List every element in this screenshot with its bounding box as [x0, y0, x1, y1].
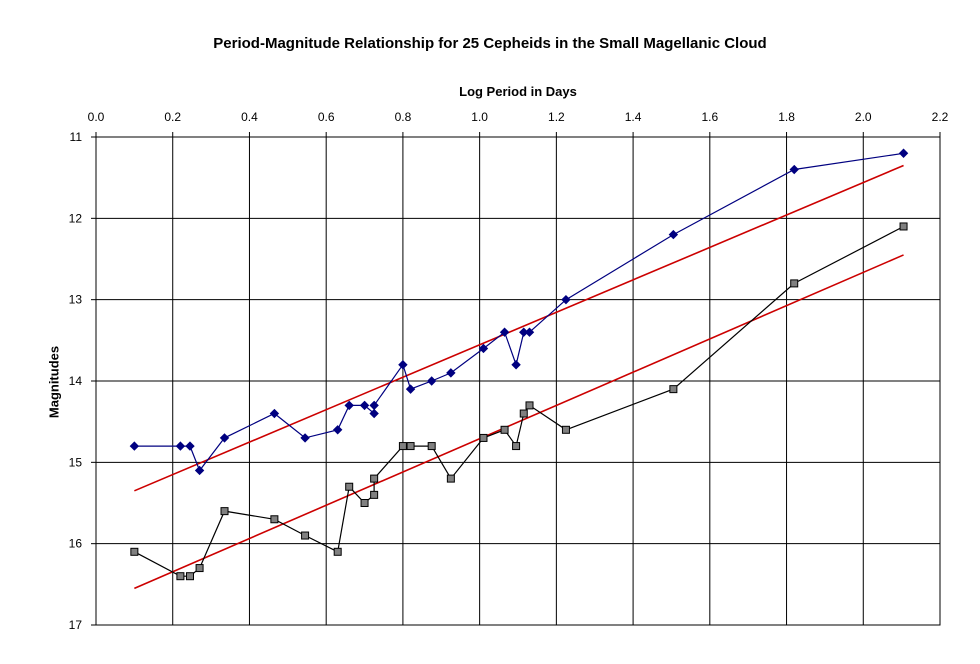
x-tick-label: 1.4: [625, 110, 642, 124]
x-tick-label: 0.8: [395, 110, 412, 124]
data-point-diamond: [898, 148, 909, 158]
trendlines: [134, 164, 904, 590]
data-point-diamond: [511, 360, 521, 370]
data-point-diamond: [194, 465, 205, 476]
x-tick-label: 1.2: [548, 110, 565, 124]
y-tick-label: 15: [69, 455, 83, 469]
data-point-square: [512, 442, 521, 451]
trendline: [134, 254, 904, 590]
y-tick-label: 12: [69, 211, 83, 225]
data-point-square: [333, 547, 342, 556]
data-point-diamond: [398, 360, 408, 370]
x-tick-label: 0.6: [318, 110, 335, 124]
data-point-diamond: [175, 441, 186, 451]
data-point-square: [130, 547, 139, 556]
data-point-square: [406, 442, 415, 451]
data-point-diamond: [561, 294, 571, 305]
data-point-square: [427, 442, 436, 451]
data-point-square: [185, 572, 194, 581]
data-point-diamond: [185, 441, 195, 451]
data-point-diamond: [478, 343, 489, 354]
data-point-square: [519, 409, 528, 418]
data-point-diamond: [499, 327, 510, 337]
x-tick-label: 1.8: [778, 110, 795, 124]
data-point-square: [301, 531, 310, 540]
data-point-diamond: [446, 368, 456, 378]
data-point-square: [370, 474, 379, 483]
data-point-diamond: [344, 400, 354, 411]
data-point-square: [345, 482, 354, 491]
data-point-diamond: [668, 229, 679, 240]
data-series: [129, 148, 909, 581]
data-point-diamond: [405, 384, 416, 394]
data-point-square: [790, 279, 799, 288]
data-point-square: [669, 385, 678, 394]
data-point-square: [500, 425, 509, 434]
data-point-diamond: [300, 433, 310, 443]
chart-title: Period-Magnitude Relationship for 25 Cep…: [213, 35, 767, 52]
data-point-square: [525, 401, 534, 410]
data-point-square: [176, 572, 185, 581]
data-point-diamond: [426, 376, 437, 386]
y-tick-label: 13: [69, 293, 83, 307]
data-point-diamond: [369, 400, 379, 411]
trendline: [134, 164, 904, 492]
data-point-diamond: [524, 327, 535, 337]
x-tick-label: 0.4: [241, 110, 258, 124]
x-tick-label: 1.0: [471, 110, 488, 124]
data-point-square: [195, 564, 204, 573]
data-point-square: [446, 474, 455, 483]
y-tick-label: 17: [69, 618, 83, 632]
data-point-diamond: [369, 408, 379, 419]
x-tick-label: 2.2: [932, 110, 949, 124]
y-tick-label: 14: [69, 374, 83, 388]
y-tick-label: 16: [69, 537, 83, 551]
data-point-square: [479, 433, 488, 442]
data-point-square: [561, 425, 570, 434]
data-point-diamond: [789, 164, 799, 175]
data-point-square: [360, 499, 369, 507]
x-tick-label: 0.2: [164, 110, 181, 124]
x-axis-label: Log Period in Days: [459, 84, 577, 99]
data-point-square: [370, 490, 379, 499]
data-point-diamond: [219, 433, 230, 443]
x-tick-label: 0.0: [88, 110, 105, 124]
data-point-diamond: [332, 425, 343, 435]
gridlines: [91, 132, 941, 626]
data-point-square: [270, 515, 279, 524]
data-point-diamond: [359, 400, 370, 411]
data-point-diamond: [129, 441, 140, 451]
data-point-square: [398, 442, 407, 451]
y-tick-label: 11: [70, 130, 83, 144]
x-tick-label: 2.0: [855, 110, 872, 124]
tick-labels: 0.0 0.2 0.4 0.6 0.8 1.0 1.2 1.4 1.6 1.8 2.0 2.2 11 12…: [69, 110, 949, 632]
data-point-diamond: [269, 408, 280, 419]
x-tick-label: 1.6: [701, 110, 718, 124]
data-point-square: [899, 222, 908, 231]
data-point-square: [220, 507, 229, 516]
